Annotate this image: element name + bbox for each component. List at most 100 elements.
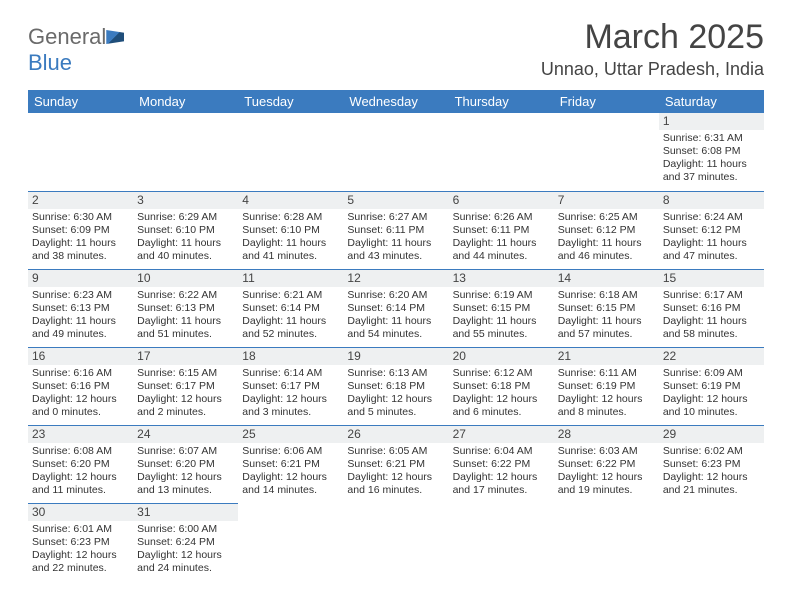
daylight-line: Daylight: 11 hours and 41 minutes. — [242, 237, 339, 263]
calendar-empty — [238, 503, 343, 581]
logo: General Blue — [28, 24, 124, 76]
day-header: Friday — [554, 90, 659, 113]
sunset-line: Sunset: 6:16 PM — [32, 380, 129, 393]
calendar-empty — [449, 113, 554, 191]
calendar-empty — [343, 113, 448, 191]
sunset-line: Sunset: 6:21 PM — [242, 458, 339, 471]
day-number: 28 — [554, 426, 659, 443]
day-details: Sunrise: 6:27 AMSunset: 6:11 PMDaylight:… — [347, 211, 444, 264]
daylight-line: Daylight: 11 hours and 55 minutes. — [453, 315, 550, 341]
calendar-week: 9Sunrise: 6:23 AMSunset: 6:13 PMDaylight… — [28, 269, 764, 347]
calendar-empty — [554, 503, 659, 581]
sunset-line: Sunset: 6:11 PM — [453, 224, 550, 237]
day-number: 21 — [554, 348, 659, 365]
calendar-day: 22Sunrise: 6:09 AMSunset: 6:19 PMDayligh… — [659, 347, 764, 425]
sunrise-line: Sunrise: 6:13 AM — [347, 367, 444, 380]
day-header: Saturday — [659, 90, 764, 113]
day-details: Sunrise: 6:00 AMSunset: 6:24 PMDaylight:… — [137, 523, 234, 576]
calendar-day: 18Sunrise: 6:14 AMSunset: 6:17 PMDayligh… — [238, 347, 343, 425]
sunset-line: Sunset: 6:15 PM — [558, 302, 655, 315]
sunrise-line: Sunrise: 6:03 AM — [558, 445, 655, 458]
sunset-line: Sunset: 6:09 PM — [32, 224, 129, 237]
day-number: 20 — [449, 348, 554, 365]
day-details: Sunrise: 6:25 AMSunset: 6:12 PMDaylight:… — [558, 211, 655, 264]
daylight-line: Daylight: 12 hours and 17 minutes. — [453, 471, 550, 497]
sunset-line: Sunset: 6:19 PM — [663, 380, 760, 393]
sunset-line: Sunset: 6:13 PM — [32, 302, 129, 315]
day-details: Sunrise: 6:29 AMSunset: 6:10 PMDaylight:… — [137, 211, 234, 264]
daylight-line: Daylight: 12 hours and 3 minutes. — [242, 393, 339, 419]
day-details: Sunrise: 6:18 AMSunset: 6:15 PMDaylight:… — [558, 289, 655, 342]
sunset-line: Sunset: 6:18 PM — [347, 380, 444, 393]
sunrise-line: Sunrise: 6:20 AM — [347, 289, 444, 302]
day-details: Sunrise: 6:20 AMSunset: 6:14 PMDaylight:… — [347, 289, 444, 342]
calendar-empty — [238, 113, 343, 191]
sunrise-line: Sunrise: 6:22 AM — [137, 289, 234, 302]
daylight-line: Daylight: 12 hours and 10 minutes. — [663, 393, 760, 419]
sunrise-line: Sunrise: 6:00 AM — [137, 523, 234, 536]
sunset-line: Sunset: 6:23 PM — [663, 458, 760, 471]
calendar-day: 30Sunrise: 6:01 AMSunset: 6:23 PMDayligh… — [28, 503, 133, 581]
day-header: Wednesday — [343, 90, 448, 113]
daylight-line: Daylight: 11 hours and 54 minutes. — [347, 315, 444, 341]
sunrise-line: Sunrise: 6:29 AM — [137, 211, 234, 224]
sunrise-line: Sunrise: 6:01 AM — [32, 523, 129, 536]
daylight-line: Daylight: 11 hours and 44 minutes. — [453, 237, 550, 263]
calendar-day: 9Sunrise: 6:23 AMSunset: 6:13 PMDaylight… — [28, 269, 133, 347]
sunrise-line: Sunrise: 6:26 AM — [453, 211, 550, 224]
day-details: Sunrise: 6:15 AMSunset: 6:17 PMDaylight:… — [137, 367, 234, 420]
daylight-line: Daylight: 11 hours and 51 minutes. — [137, 315, 234, 341]
calendar-day: 26Sunrise: 6:05 AMSunset: 6:21 PMDayligh… — [343, 425, 448, 503]
day-details: Sunrise: 6:22 AMSunset: 6:13 PMDaylight:… — [137, 289, 234, 342]
logo-word1: General — [28, 24, 106, 49]
calendar-day: 17Sunrise: 6:15 AMSunset: 6:17 PMDayligh… — [133, 347, 238, 425]
day-details: Sunrise: 6:13 AMSunset: 6:18 PMDaylight:… — [347, 367, 444, 420]
sunset-line: Sunset: 6:20 PM — [137, 458, 234, 471]
calendar-day: 29Sunrise: 6:02 AMSunset: 6:23 PMDayligh… — [659, 425, 764, 503]
daylight-line: Daylight: 12 hours and 8 minutes. — [558, 393, 655, 419]
daylight-line: Daylight: 11 hours and 37 minutes. — [663, 158, 760, 184]
sunset-line: Sunset: 6:12 PM — [663, 224, 760, 237]
daylight-line: Daylight: 12 hours and 11 minutes. — [32, 471, 129, 497]
day-number: 29 — [659, 426, 764, 443]
calendar-day: 4Sunrise: 6:28 AMSunset: 6:10 PMDaylight… — [238, 191, 343, 269]
sunrise-line: Sunrise: 6:21 AM — [242, 289, 339, 302]
sunset-line: Sunset: 6:24 PM — [137, 536, 234, 549]
sunrise-line: Sunrise: 6:08 AM — [32, 445, 129, 458]
sunrise-line: Sunrise: 6:14 AM — [242, 367, 339, 380]
sunrise-line: Sunrise: 6:04 AM — [453, 445, 550, 458]
day-details: Sunrise: 6:16 AMSunset: 6:16 PMDaylight:… — [32, 367, 129, 420]
day-details: Sunrise: 6:01 AMSunset: 6:23 PMDaylight:… — [32, 523, 129, 576]
calendar-empty — [28, 113, 133, 191]
day-number: 6 — [449, 192, 554, 209]
header: General Blue March 2025 Unnao, Uttar Pra… — [28, 18, 764, 80]
sunrise-line: Sunrise: 6:18 AM — [558, 289, 655, 302]
day-details: Sunrise: 6:07 AMSunset: 6:20 PMDaylight:… — [137, 445, 234, 498]
sunrise-line: Sunrise: 6:27 AM — [347, 211, 444, 224]
daylight-line: Daylight: 11 hours and 52 minutes. — [242, 315, 339, 341]
daylight-line: Daylight: 12 hours and 16 minutes. — [347, 471, 444, 497]
calendar-empty — [343, 503, 448, 581]
calendar-day: 13Sunrise: 6:19 AMSunset: 6:15 PMDayligh… — [449, 269, 554, 347]
sunset-line: Sunset: 6:20 PM — [32, 458, 129, 471]
day-number: 7 — [554, 192, 659, 209]
calendar-day: 1Sunrise: 6:31 AMSunset: 6:08 PMDaylight… — [659, 113, 764, 191]
daylight-line: Daylight: 12 hours and 21 minutes. — [663, 471, 760, 497]
day-number: 2 — [28, 192, 133, 209]
month-title: March 2025 — [541, 18, 764, 57]
day-header: Monday — [133, 90, 238, 113]
day-number: 23 — [28, 426, 133, 443]
sunset-line: Sunset: 6:22 PM — [558, 458, 655, 471]
sunrise-line: Sunrise: 6:24 AM — [663, 211, 760, 224]
daylight-line: Daylight: 12 hours and 14 minutes. — [242, 471, 339, 497]
daylight-line: Daylight: 12 hours and 2 minutes. — [137, 393, 234, 419]
sunset-line: Sunset: 6:15 PM — [453, 302, 550, 315]
sunset-line: Sunset: 6:22 PM — [453, 458, 550, 471]
day-number: 13 — [449, 270, 554, 287]
calendar-day: 24Sunrise: 6:07 AMSunset: 6:20 PMDayligh… — [133, 425, 238, 503]
day-details: Sunrise: 6:24 AMSunset: 6:12 PMDaylight:… — [663, 211, 760, 264]
day-details: Sunrise: 6:05 AMSunset: 6:21 PMDaylight:… — [347, 445, 444, 498]
sunset-line: Sunset: 6:21 PM — [347, 458, 444, 471]
sunset-line: Sunset: 6:11 PM — [347, 224, 444, 237]
calendar-day: 27Sunrise: 6:04 AMSunset: 6:22 PMDayligh… — [449, 425, 554, 503]
